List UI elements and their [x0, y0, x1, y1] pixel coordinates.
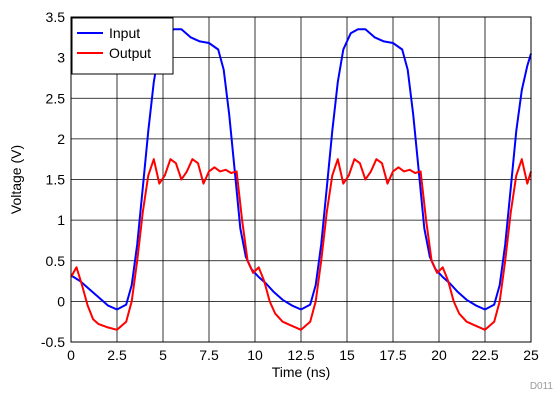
x-axis-label: Time (ns) [272, 364, 331, 380]
x-tick-label: 7.5 [199, 347, 219, 363]
y-tick-label: 0 [57, 293, 65, 309]
y-tick-label: 3 [57, 50, 65, 66]
y-tick-label: -0.5 [41, 334, 65, 350]
y-tick-label: 2.5 [46, 90, 66, 106]
y-tick-label: 3.5 [46, 9, 66, 25]
x-tick-label: 10 [247, 347, 263, 363]
y-tick-label: 2 [57, 131, 65, 147]
x-tick-label: 12.5 [287, 347, 314, 363]
legend-label: Output [109, 45, 151, 61]
y-tick-labels: -0.5 0 0.5 1 1.5 2 2.5 3 3.5 [41, 9, 65, 350]
legend-label: Input [109, 25, 140, 41]
y-tick-label: 0.5 [46, 253, 66, 269]
x-tick-label: 0 [67, 347, 75, 363]
legend: Input Output [71, 17, 174, 75]
x-tick-label: 5 [159, 347, 167, 363]
x-tick-label: 20 [431, 347, 447, 363]
x-tick-label: 25 [523, 347, 539, 363]
series-line-output [70, 158, 532, 331]
y-axis-label: Voltage (V) [8, 145, 24, 214]
x-tick-label: 2.5 [107, 347, 127, 363]
plot-frame [70, 16, 532, 343]
series-layer [70, 28, 532, 331]
x-tick-labels: 0 2.5 5 7.5 10 12.5 15 17.5 20 22.5 25 [67, 347, 539, 363]
x-tick-label: 15 [339, 347, 355, 363]
series-line-input [70, 28, 532, 311]
x-tick-label: 17.5 [379, 347, 406, 363]
y-tick-label: 1.5 [46, 172, 66, 188]
y-tick-label: 1 [57, 212, 65, 228]
x-tick-label: 22.5 [471, 347, 498, 363]
legend-box [71, 17, 174, 75]
figure-id: D011 [530, 381, 554, 392]
